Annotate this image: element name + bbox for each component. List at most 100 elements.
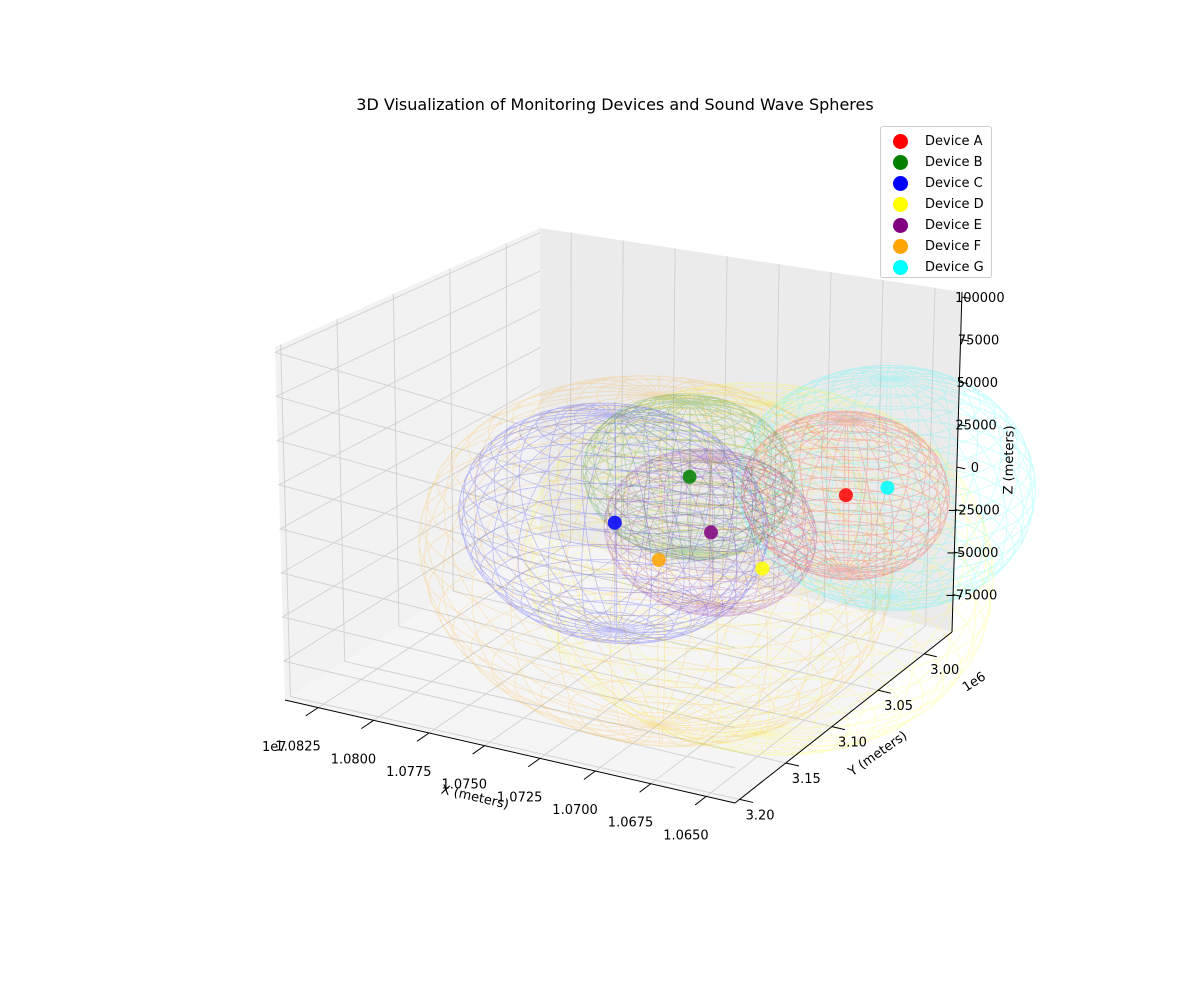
legend-label-device-g: Device G	[925, 259, 984, 275]
y-tick-label: 3.10	[838, 736, 867, 751]
legend-label-device-f: Device F	[925, 238, 982, 254]
x-tick-label: 1.0800	[331, 752, 377, 767]
y-tick-label: 3.20	[746, 808, 775, 823]
point-device-b	[682, 469, 697, 484]
sphere-device-c	[458, 401, 769, 645]
z-tick	[954, 551, 963, 555]
legend: Device A Device B Device C Device D Device E…	[880, 126, 992, 278]
y-tick-label: 3.05	[884, 699, 913, 714]
y-tick	[785, 762, 800, 767]
x-tick-label: 1.0700	[552, 803, 598, 818]
y-tick-label: 3.15	[792, 772, 821, 787]
x-tick-label: 1.0775	[386, 765, 432, 780]
point-device-d	[755, 561, 770, 576]
y-tick	[831, 726, 846, 731]
z-tick-label: 75000	[958, 334, 999, 349]
grid-line-z	[275, 270, 736, 529]
grid-line-x	[428, 248, 676, 734]
sphere-device-a	[740, 410, 950, 581]
y-axis-line	[734, 631, 953, 804]
legend-marker-device-b	[893, 154, 908, 170]
z-tick	[956, 466, 966, 470]
z-tick	[955, 509, 965, 512]
z-tick	[960, 339, 970, 342]
legend-marker-device-g	[893, 259, 908, 275]
x-tick	[361, 719, 374, 730]
x-tick	[583, 770, 596, 780]
y-offset-label: 1e6	[960, 669, 989, 695]
legend-label-device-a: Device A	[925, 133, 983, 149]
legend-label-device-e: Device E	[925, 217, 982, 233]
grid-line-y	[505, 243, 925, 655]
z-tick	[952, 594, 962, 597]
x-tick	[639, 783, 652, 793]
point-device-e	[704, 525, 718, 540]
grid-line-y	[449, 268, 879, 691]
grid-line-y	[392, 293, 833, 728]
pane-floor	[285, 535, 952, 803]
grid-line-x	[539, 264, 780, 759]
legend-item-device-g: Device G	[893, 258, 984, 276]
z-tick-label: 25000	[955, 419, 996, 434]
grid-line-z	[273, 232, 736, 489]
sphere-device-b	[582, 393, 796, 562]
legend-item-device-a: Device A	[893, 132, 982, 150]
grid-line-x	[650, 279, 884, 785]
x-tick-label: 1.0750	[442, 778, 488, 793]
legend-item-device-d: Device D	[893, 195, 984, 213]
device-points	[607, 469, 895, 576]
x-tick	[472, 745, 485, 755]
x-tick-label: 1.0725	[497, 790, 543, 805]
sphere-device-d	[524, 382, 994, 756]
x-tick-label: 1.0675	[608, 816, 654, 831]
z-tick	[959, 381, 968, 385]
grid-line-x	[705, 287, 936, 797]
grid-line-x	[373, 240, 624, 721]
z-tick	[958, 424, 967, 427]
legend-marker-device-e	[893, 217, 908, 233]
grid-line-y	[336, 319, 786, 764]
legend-item-device-c: Device C	[893, 174, 983, 192]
legend-label-device-b: Device B	[925, 154, 983, 170]
x-tick	[305, 707, 319, 717]
z-tick-label: 50000	[957, 376, 998, 391]
sound-wave-spheres	[418, 364, 1036, 756]
x-tick-label: 1.0650	[663, 828, 709, 843]
legend-label-device-d: Device D	[925, 196, 984, 212]
chart-title: 3D Visualization of Monitoring Devices a…	[356, 95, 874, 114]
grid-line-z	[282, 500, 736, 769]
pane-back	[540, 228, 962, 632]
x-tick-label: 1.0825	[275, 740, 321, 755]
point-device-a	[838, 488, 853, 503]
grid-line-x	[595, 272, 832, 772]
z-tick-label: −25000	[947, 504, 999, 519]
x-offset-label: 1e7	[262, 740, 287, 755]
z-tick-label: −75000	[945, 589, 997, 604]
legend-marker-device-c	[893, 175, 908, 191]
z-tick-label: 100000	[955, 291, 1005, 306]
z-tick-label: −50000	[946, 546, 998, 561]
y-tick	[924, 653, 937, 658]
y-tick	[739, 798, 754, 803]
z-axis-label: Z (meters)	[1001, 425, 1017, 494]
point-device-g	[880, 480, 895, 495]
point-device-f	[651, 553, 666, 567]
x-tick	[694, 796, 707, 806]
grid-line-z	[278, 385, 736, 649]
grid-line-x	[318, 232, 572, 708]
grid-lines	[273, 232, 936, 800]
z-tick-label: 0	[971, 461, 979, 476]
y-tick	[878, 689, 891, 694]
legend-label-device-c: Device C	[925, 175, 983, 191]
z-axis-line	[951, 291, 963, 633]
x-tick	[527, 757, 541, 768]
grid-line-z	[281, 462, 736, 729]
legend-marker-device-a	[893, 133, 908, 149]
legend-marker-device-d	[893, 196, 908, 212]
grid-line-x	[484, 256, 728, 747]
legend-item-device-f: Device F	[893, 237, 981, 255]
grid-line-y	[280, 344, 740, 800]
grid-line-z	[280, 424, 736, 689]
